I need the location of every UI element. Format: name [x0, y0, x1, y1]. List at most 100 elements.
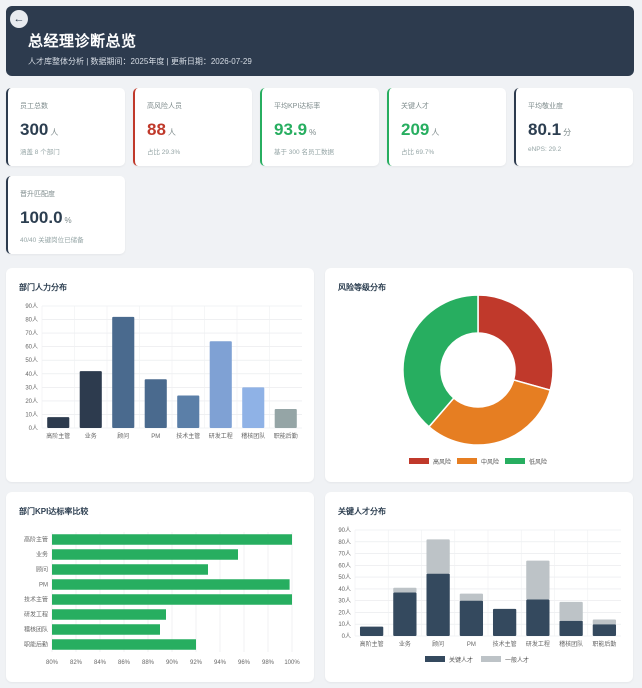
bar	[52, 534, 292, 545]
y-tick-label: 30人	[25, 384, 38, 391]
y-tick-label: 30人	[338, 598, 351, 605]
kpi-footnote: 基于 300 名员工数据	[274, 149, 334, 156]
x-tick-label: 96%	[238, 660, 251, 666]
pie-slice	[402, 294, 479, 428]
y-tick-label: 20人	[25, 398, 38, 405]
talent-distribution-panel: 关键人才分布 0人 10人 20人 30人 40人 50人 60人 70人 80人 90人 高阶主管…	[325, 492, 633, 682]
bar-segment	[592, 619, 617, 625]
y-tick-label: 70人	[25, 330, 38, 337]
x-tick-label: PM	[151, 434, 160, 440]
y-tick-label: 职能后勤	[24, 641, 48, 649]
x-tick-label: 职能后勤	[592, 640, 616, 648]
bar	[209, 341, 232, 428]
x-tick-label: 技术主管	[493, 640, 517, 648]
pie-slice	[427, 379, 552, 446]
kpi-value: 100.0%	[20, 208, 72, 227]
y-tick-label: 10人	[25, 411, 38, 418]
kpi-label: 平均KPI达标率	[274, 103, 321, 110]
y-tick-label: 60人	[338, 562, 351, 569]
kpi-comparison-panel: 部门KPI达标率比较 80% 82% 84% 86% 88% 90% 92% 94% 96% 98…	[6, 492, 314, 682]
y-tick-label: 10人	[338, 621, 351, 628]
page-subtitle: 人才库整体分析 | 数据期间：2025年度 | 更新日期：2026-07-29	[28, 57, 252, 66]
x-tick-label: 业务	[399, 640, 411, 648]
y-tick-label: 0人	[29, 425, 38, 432]
x-tick-label: 研发工程	[526, 640, 550, 648]
x-tick-label: 88%	[142, 660, 155, 666]
kpi-label: 员工总数	[20, 103, 48, 110]
bar-segment	[459, 600, 484, 636]
x-tick-label: PM	[467, 642, 476, 648]
page-header: ← 总经理诊断总览 人才库整体分析 | 数据期间：2025年度 | 更新日期：2…	[6, 6, 634, 76]
bar-segment	[393, 587, 417, 593]
x-tick-label: 高阶主管	[360, 640, 384, 648]
kpi-value: 209 人	[401, 120, 440, 139]
bar	[52, 579, 290, 590]
bar	[144, 379, 167, 428]
legend-swatch	[505, 458, 525, 464]
bar	[52, 639, 196, 650]
kpi-value: 93.9%	[274, 120, 317, 139]
kpi-footnote: 涵盖 8 个部门	[20, 149, 60, 156]
x-tick-label: 职能后勤	[274, 432, 298, 440]
kpi-card-key-talent: 关键人才 209 人 占比 69.7%	[387, 88, 506, 166]
legend-swatch	[409, 458, 429, 464]
panel-title: 部门人力分布	[19, 283, 67, 292]
kpi-comparison-chart: 80% 82% 84% 86% 88% 90% 92% 94% 96% 98% 100% 高阶主管业务…	[24, 532, 300, 666]
bar-segment	[492, 608, 517, 636]
x-tick-label: 顾问	[432, 640, 444, 648]
kpi-footnote: 占比 29.3%	[147, 149, 181, 156]
y-tick-label: 0人	[342, 633, 351, 640]
bar	[274, 409, 297, 428]
x-tick-label: 98%	[262, 660, 275, 666]
x-tick-label: 86%	[118, 660, 131, 666]
x-tick-label: 90%	[166, 660, 179, 666]
x-tick-label: 100%	[284, 660, 300, 666]
bar	[52, 564, 208, 575]
bar-segment	[426, 539, 450, 574]
kpi-label: 晋升匹配度	[20, 191, 55, 198]
bar-segment	[592, 624, 617, 636]
x-tick-label: 稽核团队	[241, 432, 265, 440]
x-tick-label: 研发工程	[209, 432, 233, 440]
bar	[52, 594, 292, 605]
kpi-value: 88 人	[147, 120, 176, 139]
arrow-left-icon[interactable]: ←	[10, 10, 28, 28]
legend-label: 一般人才	[505, 656, 529, 664]
bar-segment	[559, 620, 583, 636]
y-tick-label: 80人	[25, 317, 38, 324]
bar-segment	[559, 601, 583, 621]
x-tick-label: 84%	[94, 660, 107, 666]
legend-label: 关键人才	[449, 656, 473, 664]
legend-swatch	[457, 458, 477, 464]
x-tick-label: 80%	[46, 660, 59, 666]
x-tick-label: 高阶主管	[46, 432, 70, 440]
kpi-card-high-risk: 高风险人员 88 人 占比 29.3%	[133, 88, 252, 166]
y-tick-label: 90人	[338, 527, 351, 534]
pie-slice	[477, 294, 554, 392]
kpi-label: 高风险人员	[147, 103, 182, 110]
kpi-label: 关键人才	[401, 103, 429, 110]
bar-segment	[393, 592, 417, 636]
y-tick-label: 顾问	[36, 566, 48, 574]
dept-distribution-panel: 部门人力分布 0人 10人 20人 30人 40人 50人 60人 70人 80人 90人 高阶主管…	[6, 268, 314, 482]
bar	[177, 395, 200, 428]
x-tick-label: 技术主管	[176, 432, 200, 440]
kpi-card-kpi-rate: 平均KPI达标率 93.9% 基于 300 名员工数据	[260, 88, 379, 166]
y-tick-label: 40人	[25, 371, 38, 378]
kpi-value: 300 人	[20, 120, 59, 139]
kpi-footnote: eNPS: 29.2	[528, 146, 562, 153]
x-tick-label: 业务	[85, 432, 97, 440]
bar	[52, 549, 238, 560]
x-tick-label: 稽核团队	[559, 640, 583, 648]
risk-distribution-chart: 高风险 中风险 低风险	[402, 294, 554, 466]
y-tick-label: 60人	[25, 344, 38, 351]
bar-segment	[526, 599, 550, 636]
kpi-card-employees: 员工总数 300 人 涵盖 8 个部门	[6, 88, 125, 166]
x-tick-label: 顾问	[117, 432, 129, 440]
legend-label: 低风险	[529, 458, 547, 466]
y-tick-label: 稽核团队	[24, 626, 48, 634]
y-tick-label: PM	[39, 583, 48, 589]
legend-swatch	[425, 656, 445, 662]
